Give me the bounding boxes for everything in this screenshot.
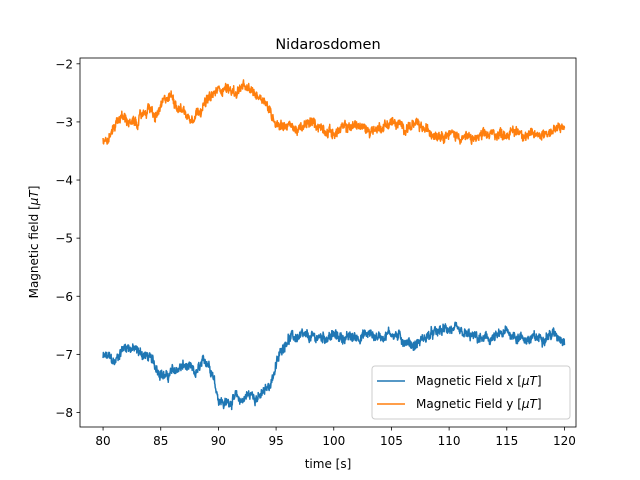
y-tick-label: −6: [55, 290, 73, 304]
y-axis-title-unit: μT: [27, 189, 41, 207]
legend-label-y-unit: μT: [521, 397, 539, 411]
x-tick-label: 85: [153, 434, 168, 448]
chart-title: Nidarosdomen: [275, 37, 380, 53]
series-line-x: [102, 321, 566, 411]
legend-label-x: Magnetic Field x [μT]: [416, 374, 542, 388]
legend-label-x-unit: μT: [521, 374, 539, 388]
legend-label-y-text: Magnetic Field y [: [416, 397, 522, 411]
legend-label-x-text: Magnetic Field x [: [416, 374, 522, 388]
x-tick-label: 95: [268, 434, 283, 448]
y-tick-label: −8: [55, 406, 73, 420]
legend-label-y: Magnetic Field y [μT]: [416, 397, 542, 411]
x-tick-label: 120: [553, 434, 576, 448]
x-tick-label: 105: [380, 434, 403, 448]
legend-label-x-close: ]: [537, 374, 542, 388]
y-axis-title-close: ]: [27, 186, 41, 191]
x-axis: 80 85 90 95 100 105 110 115 120: [95, 427, 576, 448]
x-tick-label: 80: [95, 434, 110, 448]
series-layer: [102, 79, 566, 411]
legend-label-y-close: ]: [537, 397, 542, 411]
x-tick-label: 110: [438, 434, 461, 448]
y-tick-label: −4: [55, 174, 73, 188]
y-tick-label: −7: [55, 348, 73, 362]
x-tick-label: 90: [211, 434, 226, 448]
x-tick-label: 115: [495, 434, 518, 448]
y-axis-title: Magnetic field [μT]: [27, 186, 41, 299]
y-tick-label: −2: [55, 57, 73, 71]
legend-box: [371, 365, 571, 420]
series-line-y: [102, 79, 566, 145]
y-tick-label: −3: [55, 115, 73, 129]
y-tick-label: −5: [55, 232, 73, 246]
plot-frame: [79, 57, 577, 428]
x-tick-label: 100: [322, 434, 345, 448]
x-axis-title: time [s]: [305, 457, 352, 471]
y-axis-title-text: Magnetic field [: [27, 205, 41, 298]
y-axis: −8 −7 −6 −5 −4 −3 −2: [55, 57, 80, 420]
legend: Magnetic Field x [μT] Magnetic Field y […: [371, 365, 571, 420]
